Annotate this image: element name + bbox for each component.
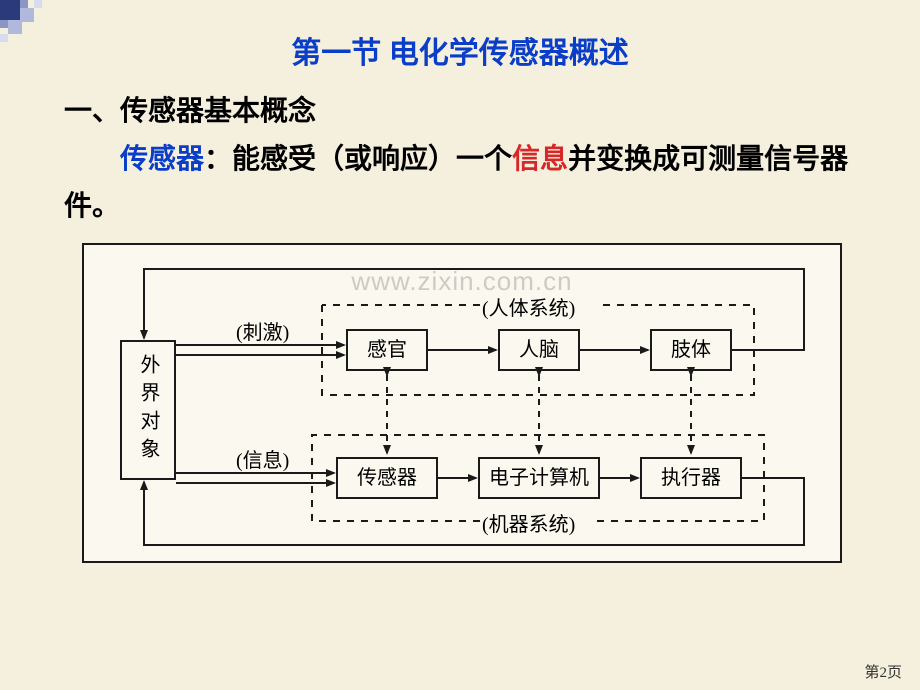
content-block: 一、传感器基本概念 传感器：能感受（或响应）一个信息并变换成可测量信号器件。 w…: [0, 72, 920, 563]
subsection-heading: 一、传感器基本概念: [64, 88, 860, 136]
section-title: 第一节 电化学传感器概述: [0, 0, 920, 72]
term: 传感器: [120, 144, 204, 175]
paragraph: 传感器：能感受（或响应）一个信息并变换成可测量信号器件。: [64, 136, 860, 231]
colon: ：: [204, 144, 232, 175]
title-text: 第一节 电化学传感器概述: [291, 37, 629, 70]
system-diagram: www.zixin.com.cn 外界对象 感官 人脑 肢体 传感器 电子计算机…: [82, 243, 842, 563]
highlight-word: 信息: [512, 144, 568, 175]
corner-decoration: [0, 0, 80, 50]
diagram-connectors: [84, 245, 844, 565]
seg1: 能感受（或响应）一个: [232, 144, 512, 175]
page-number: 第2页: [864, 661, 902, 682]
